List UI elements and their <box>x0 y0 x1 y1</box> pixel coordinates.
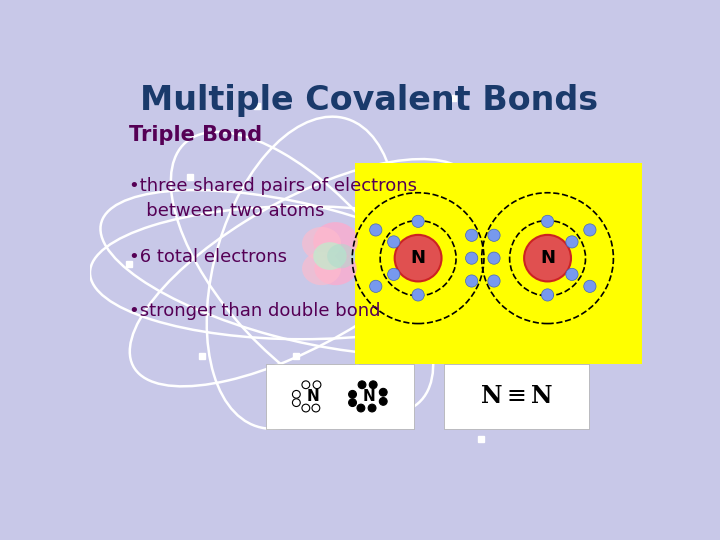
Ellipse shape <box>387 268 400 280</box>
Ellipse shape <box>466 275 478 287</box>
Ellipse shape <box>315 252 356 285</box>
Ellipse shape <box>369 280 382 293</box>
Ellipse shape <box>292 399 300 407</box>
Text: •three shared pairs of electrons
   between two atoms: •three shared pairs of electrons between… <box>129 177 417 220</box>
Ellipse shape <box>584 280 596 293</box>
Ellipse shape <box>488 252 500 264</box>
Ellipse shape <box>369 381 377 389</box>
Text: N: N <box>363 389 376 404</box>
Ellipse shape <box>566 268 578 280</box>
Text: •6 total electrons: •6 total electrons <box>129 248 287 266</box>
Text: Triple Bond: Triple Bond <box>129 125 262 145</box>
Ellipse shape <box>395 235 441 281</box>
Ellipse shape <box>348 390 356 398</box>
Ellipse shape <box>368 404 376 412</box>
Ellipse shape <box>488 229 500 241</box>
Ellipse shape <box>369 224 382 236</box>
Bar <box>266 364 413 429</box>
Ellipse shape <box>302 404 310 412</box>
Text: N: N <box>410 249 426 267</box>
Text: N$\equiv$N: N$\equiv$N <box>480 384 554 408</box>
Ellipse shape <box>379 397 387 406</box>
Ellipse shape <box>313 242 347 270</box>
Ellipse shape <box>566 236 578 248</box>
Ellipse shape <box>302 252 341 285</box>
Text: N: N <box>307 389 320 404</box>
Ellipse shape <box>358 381 366 389</box>
Ellipse shape <box>488 275 500 287</box>
Text: Multiple Covalent Bonds: Multiple Covalent Bonds <box>140 84 598 117</box>
Ellipse shape <box>327 244 355 268</box>
Ellipse shape <box>412 215 424 227</box>
Ellipse shape <box>379 388 387 396</box>
Ellipse shape <box>302 381 310 389</box>
Bar <box>444 364 590 429</box>
Ellipse shape <box>584 224 596 236</box>
Ellipse shape <box>313 381 321 389</box>
Bar <box>355 163 642 364</box>
Ellipse shape <box>466 229 478 241</box>
Ellipse shape <box>292 390 300 398</box>
Ellipse shape <box>348 399 356 407</box>
Ellipse shape <box>466 252 478 264</box>
Ellipse shape <box>357 404 365 412</box>
Ellipse shape <box>412 289 424 301</box>
Text: •stronger than double bond: •stronger than double bond <box>129 302 381 320</box>
Text: N: N <box>540 249 555 267</box>
Ellipse shape <box>302 227 341 260</box>
Ellipse shape <box>387 236 400 248</box>
Ellipse shape <box>541 289 554 301</box>
Ellipse shape <box>524 235 571 281</box>
Ellipse shape <box>541 215 554 227</box>
Ellipse shape <box>313 222 358 261</box>
Ellipse shape <box>312 404 320 412</box>
